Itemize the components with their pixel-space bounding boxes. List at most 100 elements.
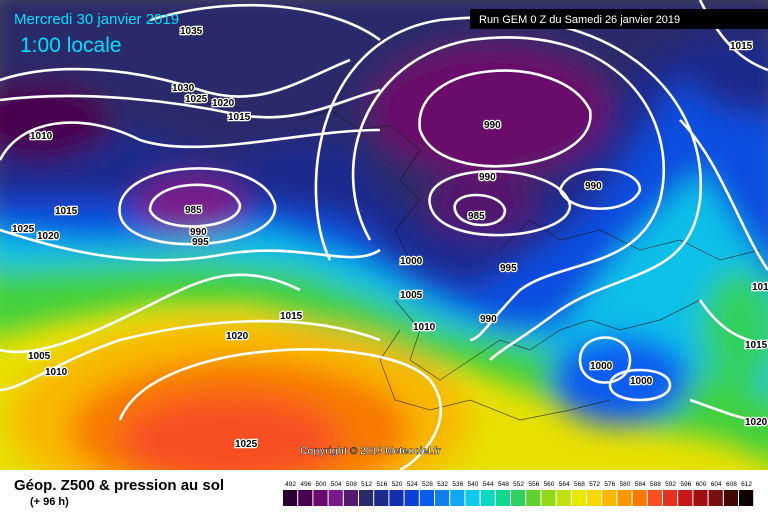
- isobar-label: 1010: [413, 322, 436, 333]
- legend-level: 524: [407, 481, 418, 488]
- isobar-label: 990: [480, 314, 497, 325]
- legend-level: 504: [331, 481, 342, 488]
- legend-level: 544: [483, 481, 494, 488]
- isobar-label: 1005: [400, 290, 423, 301]
- legend-level: 588: [650, 481, 661, 488]
- legend-swatch: [632, 490, 647, 506]
- isobar-label: 1000: [630, 376, 653, 387]
- legend-level: 604: [711, 481, 722, 488]
- isobar-label: 1035: [180, 26, 203, 37]
- isobar-label: 1020: [745, 417, 768, 428]
- legend-level: 564: [559, 481, 570, 488]
- legend-swatch: [587, 490, 602, 506]
- legend-level: 552: [513, 481, 524, 488]
- legend-swatch: [328, 490, 343, 506]
- isobar-label: 1000: [590, 361, 613, 372]
- legend-level: 500: [316, 481, 327, 488]
- isobar-label: 1025: [12, 224, 35, 235]
- legend-level: 508: [346, 481, 357, 488]
- run-info: Run GEM 0 Z du Samedi 26 janvier 2019: [479, 14, 680, 26]
- isobar-label: 1020: [226, 331, 249, 342]
- legend-swatch: [495, 490, 510, 506]
- legend-level: 512: [361, 481, 372, 488]
- legend-swatch: [693, 490, 708, 506]
- legend-swatch: [617, 490, 632, 506]
- legend-swatch: [374, 490, 389, 506]
- legend-level: 572: [589, 481, 600, 488]
- isobar-label: 1020: [212, 98, 235, 109]
- legend-swatch: [663, 490, 678, 506]
- legend-level: 612: [741, 481, 752, 488]
- isobar-label: 985: [185, 205, 202, 216]
- legend-level: 584: [635, 481, 646, 488]
- isobar-label: 1010: [30, 131, 53, 142]
- legend-level: 608: [726, 481, 737, 488]
- isobar-label: 1000: [400, 256, 423, 267]
- legend-swatch: [435, 490, 450, 506]
- legend-swatch: [511, 490, 526, 506]
- legend-swatch: [298, 490, 313, 506]
- legend-swatch: [739, 490, 754, 506]
- footer-title: Géop. Z500 & pression au sol: [14, 477, 224, 494]
- isobar-label: 990: [479, 172, 496, 183]
- isobar-label: 1015: [280, 311, 303, 322]
- legend-swatch: [723, 490, 738, 506]
- isobar-label: 1005: [28, 351, 51, 362]
- legend-swatch: [419, 490, 434, 506]
- isobar-label: 1010: [752, 282, 768, 293]
- isobar-label: 995: [500, 263, 517, 274]
- isobar-label: 1015: [228, 112, 251, 123]
- legend-level: 592: [665, 481, 676, 488]
- isobar-label: 1025: [235, 439, 258, 450]
- isobar-label: 990: [190, 227, 207, 238]
- isobar-label: 1020: [37, 231, 60, 242]
- legend-swatch: [404, 490, 419, 506]
- footer-lead: (+ 96 h): [30, 496, 69, 508]
- isobar-label: 1015: [745, 340, 768, 351]
- run-box: [470, 9, 768, 29]
- isobar-label: 1015: [730, 41, 753, 52]
- legend-level: 496: [300, 481, 311, 488]
- legend-swatch: [526, 490, 541, 506]
- legend-level: 576: [604, 481, 615, 488]
- legend-level: 540: [468, 481, 479, 488]
- copyright: Copyright © 2019 Meteociel.fr: [300, 446, 441, 457]
- legend-swatch: [556, 490, 571, 506]
- legend-level: 516: [376, 481, 387, 488]
- legend-swatch: [283, 490, 298, 506]
- isobar-label: 1010: [45, 367, 68, 378]
- legend-swatch: [647, 490, 662, 506]
- date: Mercredi 30 janvier 2019: [14, 11, 179, 28]
- legend-swatch: [465, 490, 480, 506]
- legend-level: 560: [544, 481, 555, 488]
- isobar-label: 990: [585, 181, 602, 192]
- isobar-label: 990: [484, 120, 501, 131]
- legend-swatch: [541, 490, 556, 506]
- legend-level: 536: [452, 481, 463, 488]
- legend-swatch: [450, 490, 465, 506]
- isobar-label: 995: [192, 237, 209, 248]
- legend-level: 556: [528, 481, 539, 488]
- legend-swatch: [389, 490, 404, 506]
- coastlines: [299, 109, 761, 421]
- color-legend: 492 496 500 504 508 512 516 520 524 528 532 536 540 5…: [283, 481, 754, 506]
- legend-level: 492: [285, 481, 296, 488]
- legend-level: 568: [574, 481, 585, 488]
- legend-swatch: [602, 490, 617, 506]
- isobar-label: 1030: [172, 83, 195, 94]
- legend-swatch: [571, 490, 586, 506]
- isobars: [0, 0, 768, 470]
- legend-swatch: [678, 490, 693, 506]
- legend-level: 600: [696, 481, 707, 488]
- legend-level: 528: [422, 481, 433, 488]
- legend-level: 532: [437, 481, 448, 488]
- legend-swatch: [313, 490, 328, 506]
- isobar-label: 985: [468, 211, 485, 222]
- legend-swatch: [708, 490, 723, 506]
- isobar-label: 1015: [55, 206, 78, 217]
- legend-level: 520: [392, 481, 403, 488]
- legend-swatch: [480, 490, 495, 506]
- isobar-label: 1025: [185, 94, 208, 105]
